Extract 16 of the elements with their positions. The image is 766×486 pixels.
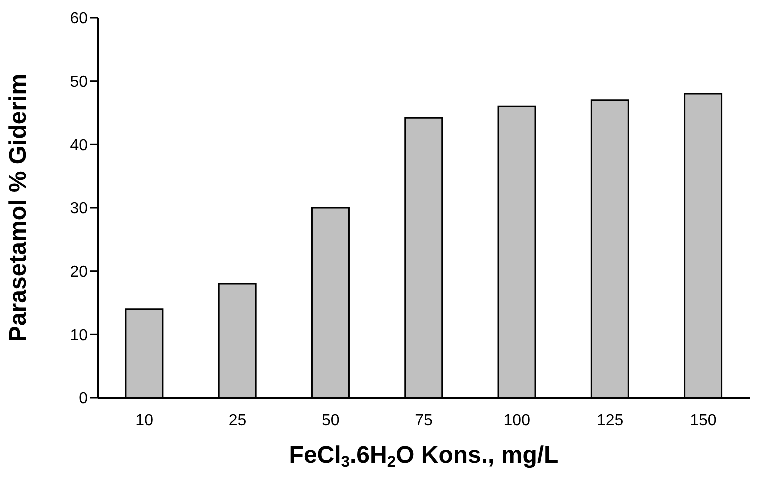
y-tick-label: 20 (70, 264, 88, 282)
x-tick-label: 75 (415, 412, 433, 430)
y-tick-label: 30 (70, 200, 88, 218)
x-tick-label: 100 (504, 412, 531, 430)
x-tick-label: 50 (322, 412, 340, 430)
y-tick-label: 0 (79, 390, 88, 408)
y-tick-label: 60 (70, 10, 88, 28)
y-tick-label: 50 (70, 74, 88, 92)
x-tick-label: 10 (136, 412, 154, 430)
y-tick-label: 40 (70, 137, 88, 154)
x-tick-label: 125 (596, 412, 624, 430)
x-axis-title: FeCl$_{3}$.6H$_{2}$O Kons., mg/L (289, 442, 559, 471)
y-axis-title: Parasetamol % Giderim (5, 74, 32, 342)
x-tick-label: 150 (690, 412, 717, 430)
y-tick-label: 10 (70, 327, 88, 344)
x-tick-label: 25 (228, 412, 247, 430)
